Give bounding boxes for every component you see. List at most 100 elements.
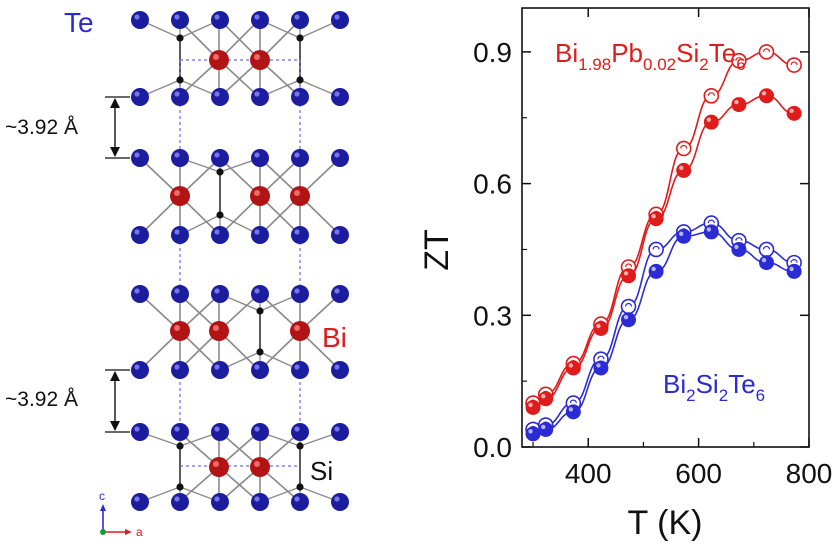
marker-highlight	[596, 323, 601, 329]
atom-highlight	[134, 364, 140, 370]
dashed-lines	[179, 59, 301, 467]
x-axis-title: T (K)	[628, 504, 703, 542]
bi-atom	[290, 321, 310, 341]
atom-highlight	[254, 91, 260, 97]
atom-highlight	[134, 91, 140, 97]
marker-highlight	[734, 244, 739, 250]
si-atom	[256, 307, 264, 315]
te-atom	[291, 11, 309, 29]
te-atom	[211, 149, 229, 167]
marker-highlight	[706, 227, 712, 232]
te-atom	[331, 88, 349, 106]
marker-arc	[735, 57, 743, 61]
te-atom	[171, 11, 189, 29]
te-atom	[331, 149, 349, 167]
si-atom	[296, 442, 304, 450]
atom-highlight	[214, 364, 220, 370]
te-atom	[331, 226, 349, 244]
te-atom	[251, 226, 269, 244]
marker-highlight	[651, 214, 656, 219]
bi-atom	[250, 50, 270, 70]
atom-highlight	[134, 14, 140, 20]
atom-highlight	[254, 364, 260, 370]
atom-highlight	[334, 14, 340, 20]
atom-highlight	[254, 288, 260, 294]
marker-arc	[652, 245, 660, 250]
te-atom	[331, 423, 349, 441]
atom-highlight	[174, 190, 180, 196]
data-point-open	[758, 241, 775, 258]
data-point-filled	[731, 97, 747, 113]
te-atom	[171, 423, 189, 441]
marker-arc	[680, 144, 688, 149]
si-atom	[256, 348, 264, 356]
atom-highlight	[214, 14, 220, 20]
atom-highlight	[214, 426, 220, 432]
te-atom	[331, 11, 349, 29]
data-point-filled	[525, 426, 541, 442]
marker-highlight	[789, 266, 794, 272]
atom-highlight	[294, 14, 300, 20]
crystal-structure-diagram: Te Bi Si ~3.92 Å ~3.92 Å c a	[5, 7, 349, 539]
bi-atom	[290, 186, 310, 206]
y-tick-label: 0.0	[473, 432, 512, 463]
layer-distance-marker-bottom	[105, 369, 130, 433]
si-atom	[216, 211, 224, 219]
marker-arc	[735, 237, 743, 241]
atom-highlight	[334, 364, 340, 370]
label-bi: Bi	[322, 322, 347, 353]
atom-highlight	[214, 496, 220, 502]
si-atom	[296, 483, 304, 491]
te-atom	[171, 88, 189, 106]
atom-highlight	[134, 496, 140, 502]
axis-indicator: c a	[99, 489, 143, 539]
data-point-open	[648, 241, 664, 258]
si-atom	[176, 34, 184, 42]
marker-highlight	[568, 363, 574, 368]
te-atom	[251, 493, 269, 511]
data-point-filled	[759, 88, 775, 104]
marker-highlight	[761, 91, 767, 96]
zt-chart: 400 600 800 0.0 0.3 0.6 0.9 ZT T (K) Bi1.98Pb0…	[418, 7, 832, 542]
atom-highlight	[174, 91, 180, 97]
data-point-filled	[703, 224, 719, 240]
te-atom	[131, 423, 149, 441]
layer-distance-label-top: ~3.92 Å	[5, 116, 78, 139]
y-axis-title: ZT	[418, 229, 456, 271]
te-atom	[331, 493, 349, 511]
series-line-0	[532, 51, 795, 404]
data-point-filled	[676, 228, 692, 244]
atom-highlight	[254, 14, 260, 20]
bi-atom	[209, 457, 229, 477]
atom-highlight	[254, 229, 260, 235]
te-atom	[131, 149, 149, 167]
te-atom	[211, 285, 229, 303]
atom-highlight	[334, 91, 340, 97]
te-atom	[171, 361, 189, 379]
te-atom	[171, 226, 189, 244]
marker-highlight	[623, 271, 629, 276]
atom-highlight	[294, 426, 300, 432]
atom-highlight	[294, 229, 300, 235]
atom-highlight	[134, 152, 140, 158]
legend-label-bi-pb-si-te: Bi1.98Pb0.02Si2Te6	[555, 38, 746, 74]
atom-highlight	[174, 364, 180, 370]
data-point-filled	[676, 162, 692, 178]
marker-highlight	[679, 231, 684, 236]
chart-axes: 400 600 800 0.0 0.3 0.6 0.9	[473, 8, 832, 489]
data-point-filled	[731, 241, 747, 257]
atom-highlight	[254, 496, 260, 502]
te-atom	[131, 11, 149, 29]
atom-highlight	[254, 461, 260, 467]
te-atom	[291, 285, 309, 303]
te-atom	[251, 361, 269, 379]
te-atom	[211, 11, 229, 29]
marker-highlight	[596, 363, 601, 368]
marker-arc	[790, 259, 798, 263]
marker-arc	[707, 92, 715, 96]
atom-highlight	[214, 229, 220, 235]
marker-arc	[762, 245, 771, 250]
layer-distance-label-bottom: ~3.92 Å	[5, 388, 78, 411]
atom-highlight	[254, 426, 260, 432]
atom-highlight	[174, 288, 180, 294]
